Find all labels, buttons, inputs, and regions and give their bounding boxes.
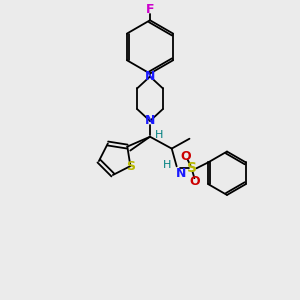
Text: O: O	[189, 175, 200, 188]
Text: N: N	[145, 114, 155, 128]
Text: N: N	[145, 70, 155, 83]
Text: O: O	[180, 150, 191, 163]
Text: H: H	[163, 160, 172, 170]
Text: S: S	[188, 161, 197, 175]
Text: S: S	[126, 160, 135, 172]
Text: H: H	[155, 130, 163, 140]
Text: F: F	[146, 3, 154, 16]
Text: N: N	[176, 167, 186, 180]
